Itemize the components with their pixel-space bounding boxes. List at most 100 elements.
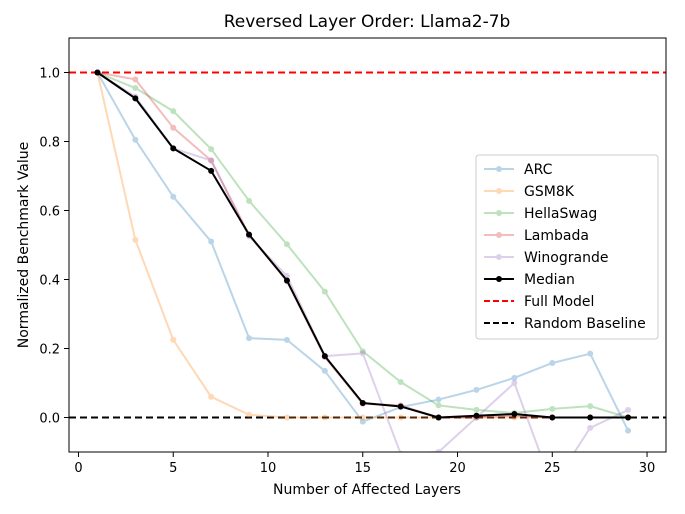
data-point (587, 403, 594, 410)
y-tick-label: 0.0 (39, 412, 60, 427)
data-point (246, 335, 253, 342)
data-point (587, 350, 594, 357)
data-point (473, 406, 480, 413)
data-point (246, 231, 253, 238)
data-point (132, 136, 139, 143)
data-point (473, 386, 480, 393)
y-axis-label: Normalized Benchmark Value (16, 142, 32, 348)
series-line-1 (96, 72, 629, 419)
data-point (359, 414, 366, 421)
legend-entry (484, 254, 514, 260)
legend-marker (496, 276, 502, 282)
data-point (511, 374, 518, 381)
chart-title: Reversed Layer Order: Llama2-7b (224, 12, 511, 32)
data-point (208, 238, 215, 245)
data-point (625, 414, 632, 421)
data-point (283, 414, 290, 421)
x-tick-label: 25 (544, 461, 561, 476)
data-point (170, 145, 177, 152)
data-point (208, 157, 215, 164)
data-point (208, 393, 215, 400)
data-point (208, 167, 215, 174)
data-point (94, 69, 101, 76)
data-point (397, 403, 404, 410)
legend-label: Lambada (524, 228, 589, 244)
series-line-2 (97, 71, 629, 419)
data-point (359, 418, 366, 425)
data-point (549, 359, 556, 366)
data-point (397, 414, 404, 421)
data-point (321, 414, 328, 421)
y-tick-label: 0.8 (39, 136, 60, 151)
data-point (549, 484, 555, 490)
x-tick-label: 15 (354, 461, 371, 476)
legend-marker (496, 254, 502, 260)
x-tick-label: 5 (169, 461, 177, 476)
data-point (208, 146, 215, 153)
data-point (625, 427, 632, 434)
series-line-0 (96, 72, 629, 432)
legend-label: HellaSwag (524, 206, 597, 222)
legend-marker (496, 210, 502, 216)
data-point (473, 412, 480, 419)
legend-entry (484, 276, 514, 282)
legend-entry (484, 166, 514, 172)
x-tick-label: 10 (260, 461, 277, 476)
legend-label: Full Model (524, 294, 594, 310)
data-point (132, 236, 139, 243)
series-line-4 (96, 71, 629, 452)
data-point (549, 405, 556, 412)
data-point (435, 402, 442, 409)
plot-area (69, 69, 666, 490)
plot-frame (68, 37, 667, 453)
y-tick-label: 1.0 (39, 67, 60, 82)
legend-entry (484, 188, 514, 194)
data-point (246, 411, 253, 418)
data-point (435, 449, 442, 452)
y-tick-label: 0.4 (39, 274, 60, 289)
data-point (359, 348, 366, 355)
legend-label: Median (524, 272, 575, 288)
data-point (170, 108, 177, 115)
data-point (132, 85, 139, 92)
y-tick-label: 0.2 (39, 343, 60, 358)
data-point (283, 277, 290, 284)
data-point (321, 367, 328, 374)
data-point (170, 193, 177, 200)
x-tick-label: 30 (639, 461, 656, 476)
data-point (246, 197, 253, 204)
x-axis: 0 5 10 15 20 25 30 (74, 452, 655, 476)
data-point (435, 396, 442, 403)
data-point (208, 157, 215, 164)
data-point (587, 424, 594, 431)
x-tick-label: 20 (449, 461, 466, 476)
data-point (283, 241, 290, 248)
legend: ARC GSM8K HellaSwag Lambada Winogrande Median… (475, 154, 659, 340)
data-point (549, 414, 556, 421)
legend-label: ARC (524, 162, 553, 178)
data-point (511, 380, 518, 386)
data-point (397, 378, 404, 385)
legend-box (475, 154, 659, 340)
data-point (587, 414, 594, 421)
legend-marker (496, 166, 502, 172)
series-5 (94, 69, 632, 421)
legend-label: GSM8K (524, 184, 575, 200)
data-point (511, 411, 518, 418)
x-axis-label: Number of Affected Layers (273, 482, 461, 498)
data-point (359, 350, 366, 357)
data-point (132, 76, 139, 83)
data-point (321, 353, 328, 360)
legend-marker (496, 232, 502, 238)
data-point (435, 414, 442, 421)
series-0 (94, 69, 632, 434)
legend-marker (496, 188, 502, 194)
legend-entry (484, 232, 514, 238)
data-point (321, 288, 328, 295)
legend-label: Winogrande (524, 250, 608, 266)
legend-label: Random Baseline (524, 316, 646, 332)
data-point (170, 336, 177, 343)
data-point (170, 124, 177, 131)
y-tick-label: 0.6 (39, 205, 60, 220)
